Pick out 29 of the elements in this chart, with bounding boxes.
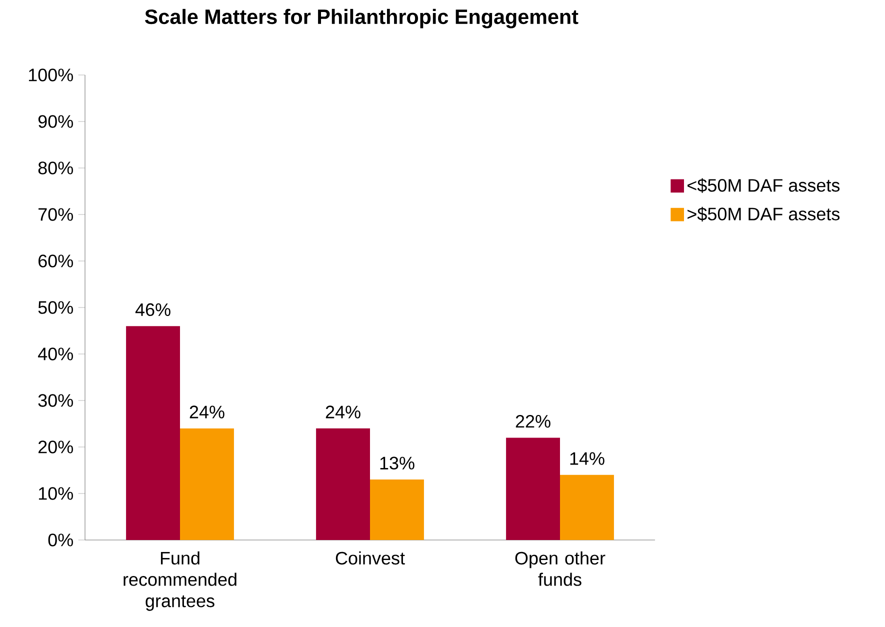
y-tick-label: 80%	[38, 162, 73, 174]
data-label: 13%	[380, 456, 414, 470]
y-tick-label: 40%	[38, 348, 73, 360]
data-label: 46%	[135, 303, 170, 316]
legend-label: <$50M DAF assets	[688, 178, 840, 193]
bar	[506, 438, 560, 540]
data-label: 24%	[326, 406, 360, 418]
y-tick-label: 50%	[38, 301, 73, 314]
y-tick-label: 0%	[48, 534, 73, 546]
bar	[560, 474, 614, 540]
y-tick-label: 60%	[38, 254, 73, 268]
legend-label: >$50M DAF assets	[688, 206, 840, 222]
data-label: 24%	[190, 406, 224, 418]
data-label: 22%	[516, 414, 550, 428]
x-tick-label: Open other funds	[515, 551, 606, 586]
x-tick-label: Coinvest	[336, 551, 405, 565]
data-label: 14%	[570, 452, 604, 465]
x-tick-label: Fund recommended grantees	[124, 551, 236, 611]
bar	[180, 428, 234, 540]
y-tick-label: 30%	[38, 394, 73, 407]
y-tick-label: 10%	[38, 487, 73, 500]
y-tick-label: 70%	[38, 208, 73, 221]
bar	[126, 326, 180, 540]
y-tick-label: 100%	[28, 68, 73, 82]
bar	[316, 428, 370, 540]
y-tick-label: 20%	[38, 440, 73, 454]
chart-title: Scale Matters for Philanthropic Engagement	[144, 8, 578, 28]
bar	[370, 480, 424, 540]
y-tick-label: 90%	[38, 115, 73, 128]
